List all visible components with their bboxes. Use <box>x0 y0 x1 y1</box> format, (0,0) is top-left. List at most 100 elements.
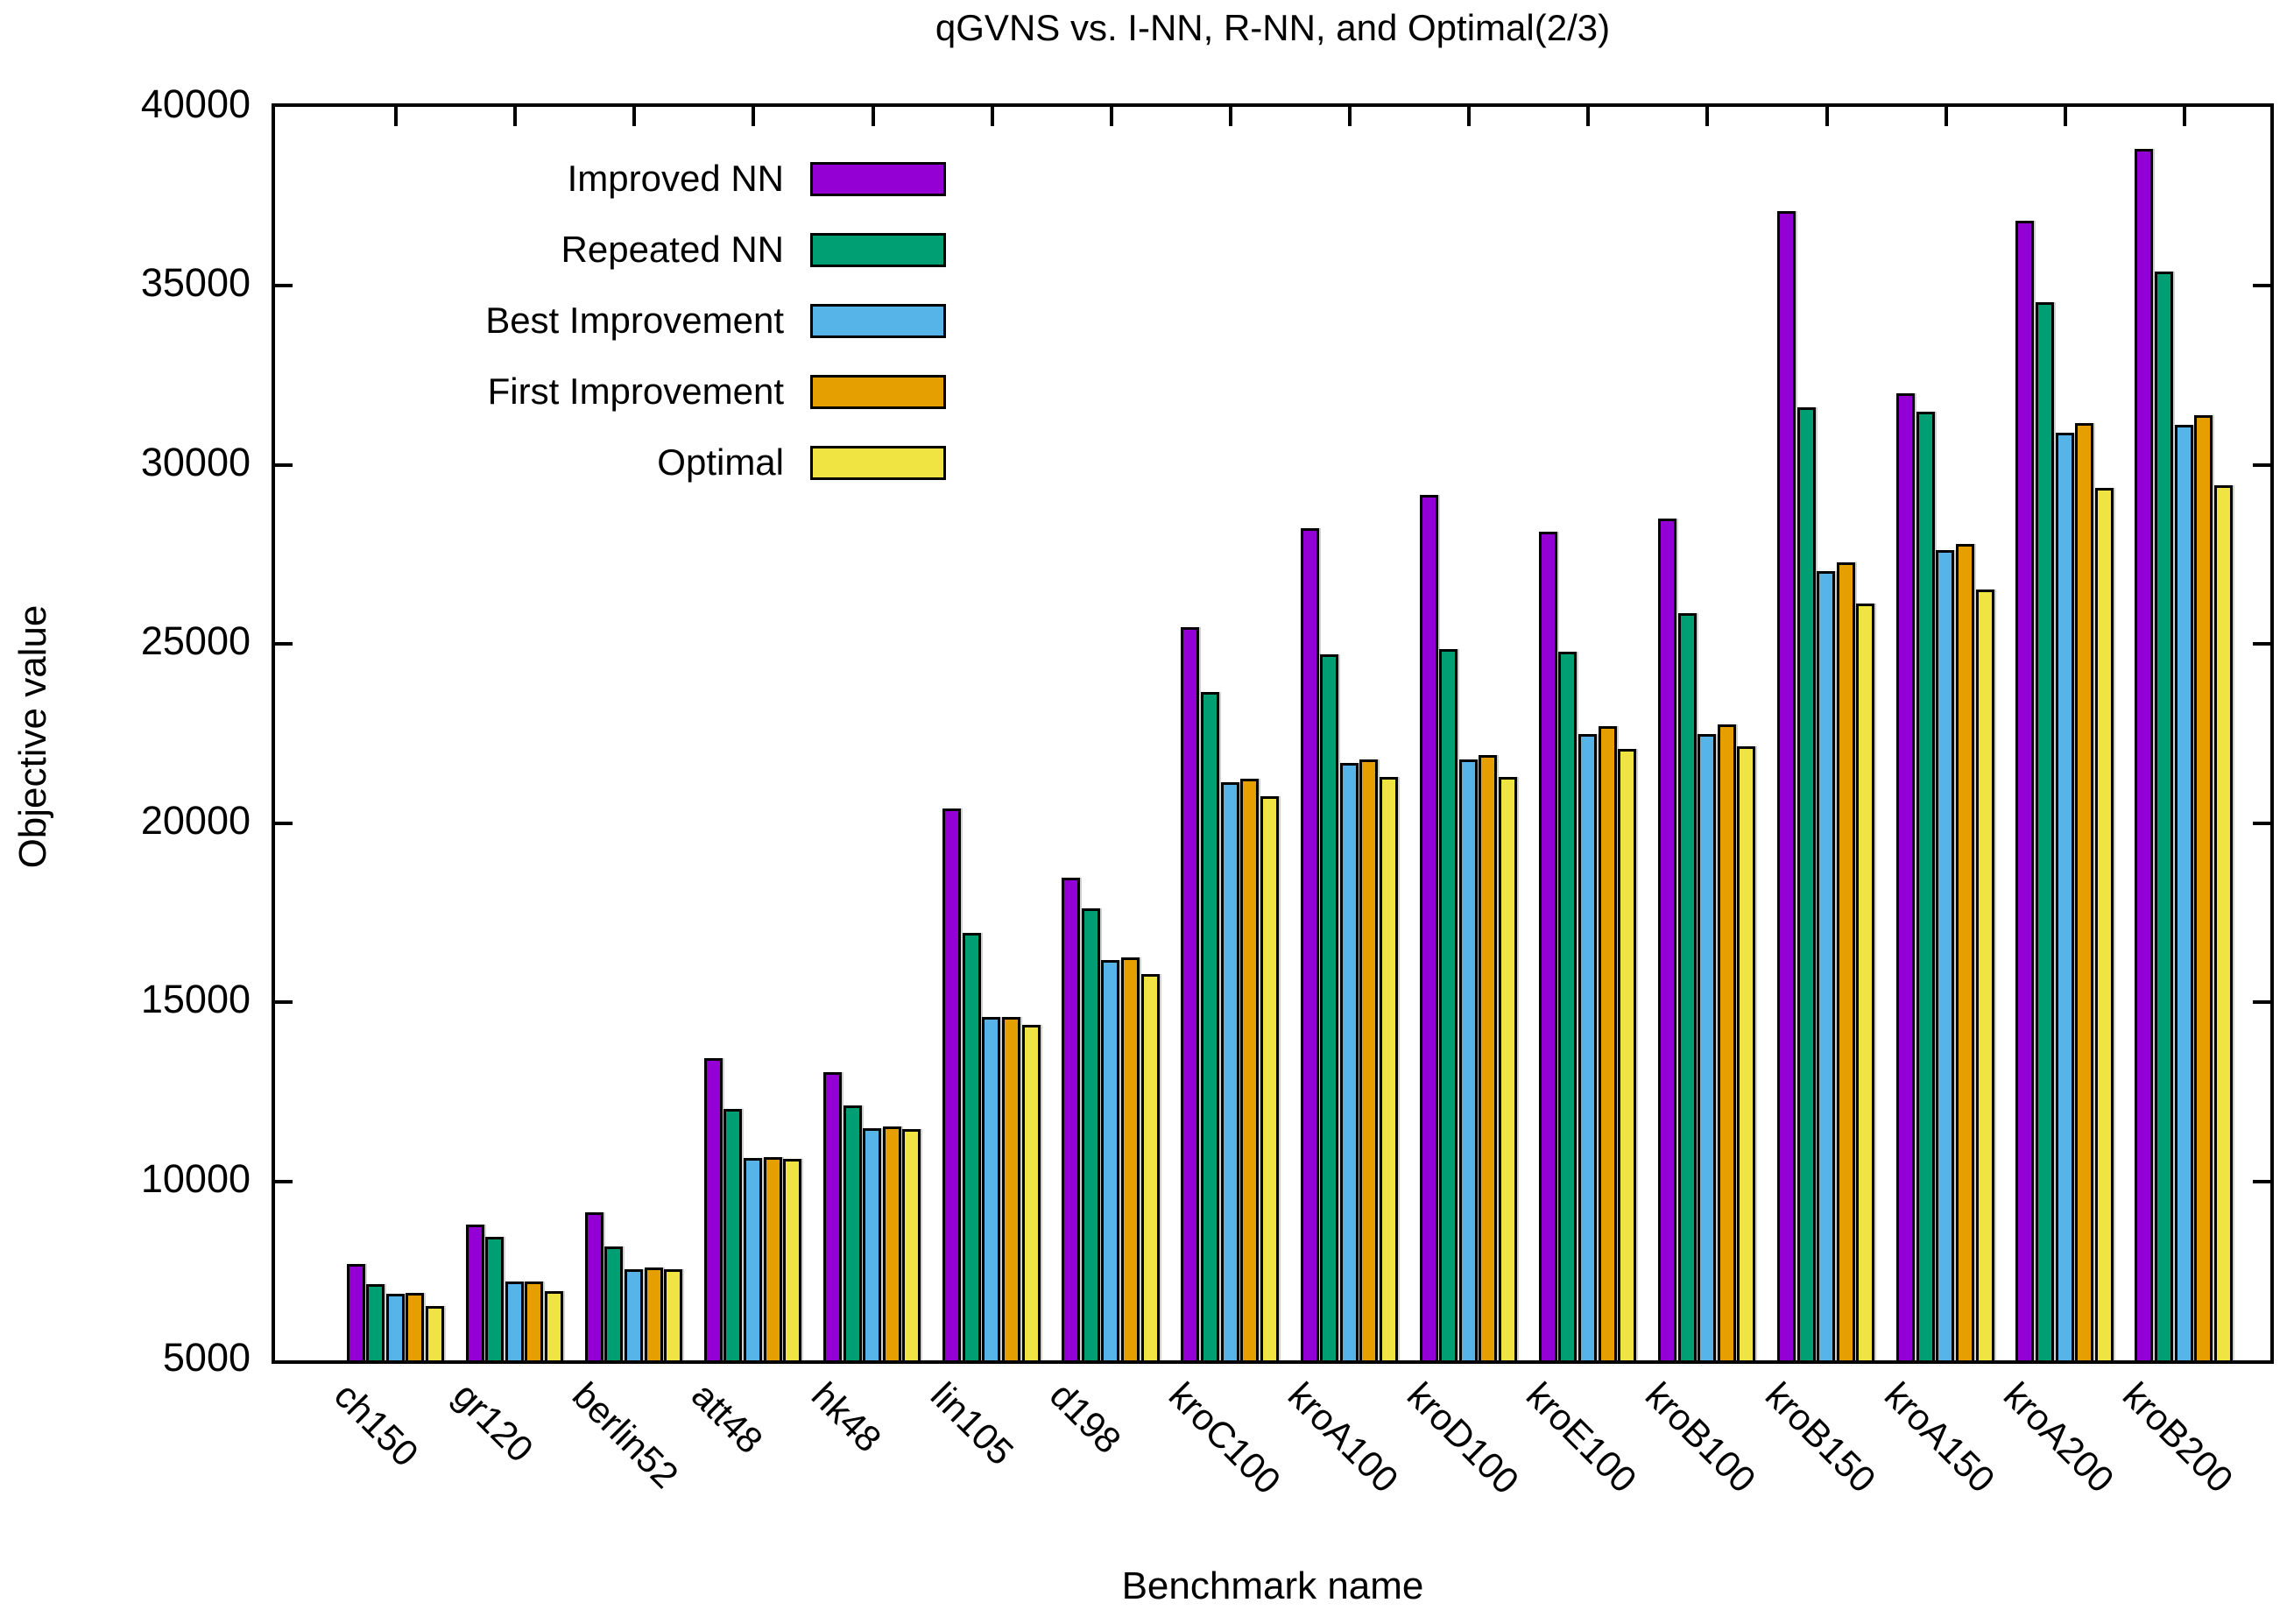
bar-improved-nn-berlin52 <box>584 1212 603 1360</box>
bar-improved-nn-ch150 <box>346 1263 365 1360</box>
bar-first-improvement-kroB100 <box>1717 724 1736 1360</box>
y-tick-label: 20000 <box>140 797 251 843</box>
bar-repeated-nn-berlin52 <box>604 1246 624 1360</box>
bar-repeated-nn-kroA100 <box>1320 654 1339 1360</box>
x-tick-mark <box>1944 107 1948 126</box>
bar-best-improvement-kroE100 <box>1578 733 1597 1360</box>
bar-best-improvement-kroA100 <box>1339 763 1359 1360</box>
bar-improved-nn-d198 <box>1062 877 1081 1360</box>
x-category-label: kroA100 <box>1280 1374 1407 1500</box>
y-axis-title: Objective value <box>11 604 54 869</box>
x-category-label: kroB150 <box>1757 1374 1884 1500</box>
x-tick-mark <box>1109 107 1113 126</box>
bar-best-improvement-att48 <box>744 1158 763 1360</box>
legend-label: First Improvement <box>487 371 784 412</box>
bar-optimal-gr120 <box>545 1290 564 1360</box>
bar-improved-nn-kroB150 <box>1777 210 1796 1360</box>
x-category-label: kroA150 <box>1876 1374 2003 1500</box>
bar-improved-nn-kroD100 <box>1419 494 1438 1360</box>
x-tick-mark <box>513 107 518 126</box>
legend-label: Repeated NN <box>561 229 784 270</box>
chart-title: qGVNS vs. I-NN, R-NN, and Optimal(2/3) <box>935 7 1611 48</box>
bar-repeated-nn-ch150 <box>366 1283 385 1360</box>
legend-row: First Improvement <box>280 371 946 412</box>
bar-optimal-kroA200 <box>2094 487 2114 1360</box>
bar-first-improvement-kroE100 <box>1598 726 1617 1360</box>
bar-first-improvement-hk48 <box>882 1126 901 1360</box>
bar-first-improvement-berlin52 <box>644 1267 663 1360</box>
y-tick-label: 15000 <box>140 977 251 1022</box>
x-tick-mark <box>752 107 756 126</box>
bar-improved-nn-hk48 <box>823 1072 843 1360</box>
y-tick-mark <box>2253 821 2270 825</box>
bar-improved-nn-kroA150 <box>1896 393 1916 1360</box>
legend: Improved NN Repeated NN Best Improvement Fi… <box>280 158 946 516</box>
bar-optimal-kroA150 <box>1975 589 1994 1360</box>
y-tick-mark <box>275 642 293 646</box>
x-category-label: lin105 <box>922 1374 1021 1473</box>
x-tick-mark <box>1705 107 1710 126</box>
x-axis-title: Benchmark name <box>1121 1564 1424 1607</box>
bar-repeated-nn-kroB200 <box>2155 272 2174 1360</box>
x-category-label: gr120 <box>445 1374 542 1471</box>
y-tick-label: 25000 <box>140 618 251 664</box>
bar-first-improvement-att48 <box>763 1157 782 1360</box>
legend-label: Optimal <box>657 441 784 483</box>
bar-optimal-berlin52 <box>664 1269 683 1360</box>
bar-best-improvement-berlin52 <box>624 1269 643 1360</box>
bar-optimal-d198 <box>1140 974 1160 1360</box>
legend-row: Repeated NN <box>280 229 946 270</box>
bar-optimal-kroD100 <box>1499 776 1518 1360</box>
y-tick-mark <box>275 462 293 467</box>
bar-improved-nn-gr120 <box>465 1225 484 1360</box>
y-tick-mark <box>2253 642 2270 646</box>
bar-improved-nn-kroA100 <box>1300 528 1319 1360</box>
y-tick-mark <box>275 1000 293 1005</box>
bar-best-improvement-kroD100 <box>1458 759 1478 1360</box>
bar-first-improvement-kroD100 <box>1479 754 1498 1360</box>
x-tick-mark <box>871 107 875 126</box>
bar-best-improvement-kroA200 <box>2055 433 2074 1360</box>
x-category-label: kroB100 <box>1638 1374 1765 1500</box>
bar-best-improvement-kroC100 <box>1220 782 1239 1360</box>
x-tick-mark <box>1467 107 1472 126</box>
bar-best-improvement-kroB100 <box>1698 733 1717 1360</box>
bar-repeated-nn-kroA200 <box>2035 302 2054 1360</box>
bar-best-improvement-d198 <box>1101 959 1120 1360</box>
bar-best-improvement-lin105 <box>982 1016 1001 1360</box>
bar-first-improvement-kroA100 <box>1359 759 1379 1360</box>
bar-repeated-nn-kroB100 <box>1677 613 1697 1360</box>
y-tick-label: 5000 <box>162 1335 251 1380</box>
bar-repeated-nn-kroA150 <box>1916 412 1935 1360</box>
x-category-label: hk48 <box>803 1374 889 1460</box>
bar-repeated-nn-d198 <box>1081 907 1100 1360</box>
bar-best-improvement-kroB200 <box>2174 425 2193 1360</box>
y-tick-mark <box>2253 1000 2270 1005</box>
y-tick-mark <box>275 284 293 288</box>
y-tick-label: 30000 <box>140 439 251 484</box>
x-category-label: att48 <box>684 1374 772 1462</box>
bar-optimal-kroC100 <box>1260 796 1279 1360</box>
x-category-label: kroC100 <box>1161 1374 1289 1502</box>
legend-row: Best Improvement <box>280 300 946 341</box>
x-tick-mark <box>1586 107 1591 126</box>
x-category-label: kroD100 <box>1399 1374 1528 1502</box>
bar-first-improvement-ch150 <box>406 1292 425 1360</box>
bar-repeated-nn-hk48 <box>843 1105 862 1360</box>
bar-improved-nn-lin105 <box>942 808 962 1360</box>
x-tick-mark <box>1228 107 1232 126</box>
bar-first-improvement-kroC100 <box>1240 778 1260 1360</box>
bar-best-improvement-kroB150 <box>1817 570 1836 1360</box>
x-tick-mark <box>394 107 398 126</box>
legend-swatch <box>810 303 946 338</box>
legend-row: Optimal <box>280 441 946 483</box>
y-tick-mark <box>275 1179 293 1183</box>
legend-label: Best Improvement <box>485 300 784 341</box>
x-category-label: kroB200 <box>2114 1374 2241 1500</box>
legend-swatch <box>810 232 946 267</box>
bar-optimal-kroA100 <box>1379 777 1398 1360</box>
legend-row: Improved NN <box>280 158 946 199</box>
bar-optimal-hk48 <box>902 1128 921 1360</box>
bar-optimal-kroB200 <box>2213 484 2233 1360</box>
